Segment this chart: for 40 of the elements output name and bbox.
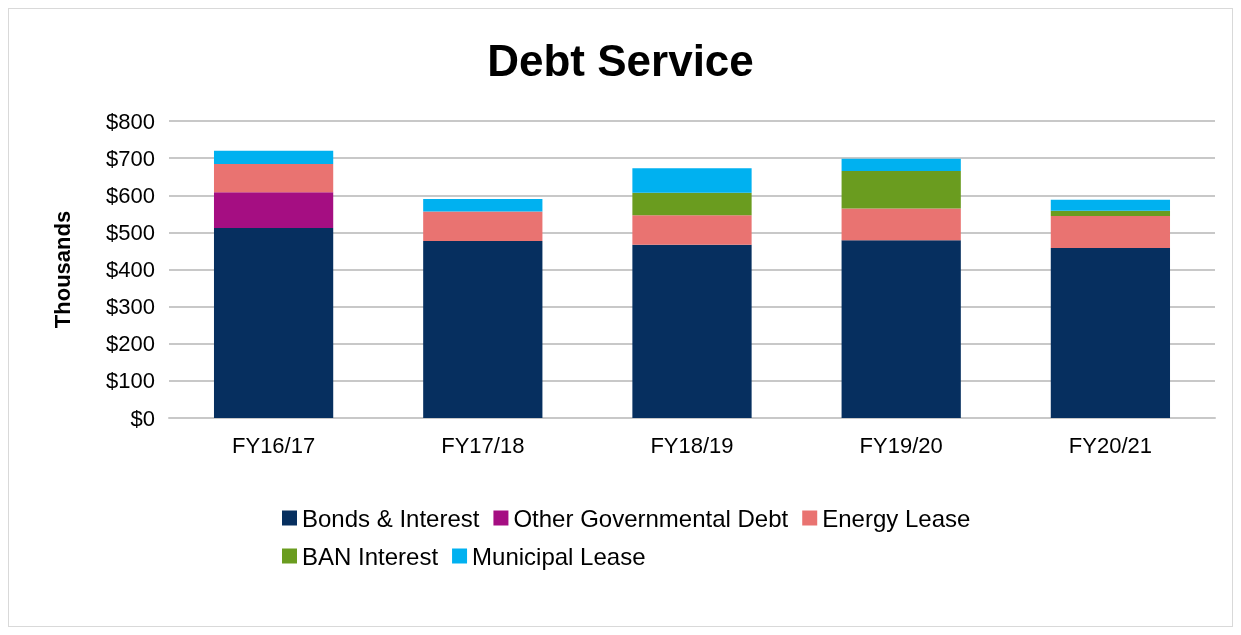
bar [1050, 247, 1171, 418]
y-tick-label: $300 [106, 294, 155, 320]
bar [1050, 210, 1171, 217]
bar [632, 168, 752, 193]
x-tick-label: FY19/20 [859, 432, 943, 458]
bar [841, 240, 961, 418]
legend-label: BAN Interest [302, 542, 439, 570]
legend-label: Energy Lease [822, 504, 971, 532]
bar [1050, 216, 1171, 248]
x-tick-label: FY18/19 [650, 432, 734, 458]
y-tick-label: $600 [106, 182, 155, 208]
bar [213, 164, 334, 193]
y-tick-label: $100 [106, 368, 155, 394]
bar [632, 215, 752, 245]
bar [423, 198, 543, 212]
bar [423, 211, 543, 241]
chart-title: Debt Service [487, 35, 754, 85]
y-tick-label: $0 [130, 405, 155, 431]
bar [1050, 199, 1171, 211]
y-tick-label: $700 [106, 145, 155, 171]
bar [632, 244, 752, 418]
y-tick-label: $400 [106, 257, 155, 282]
bar [213, 192, 334, 228]
legend-label: Bonds & Interest [302, 504, 480, 532]
bar [632, 192, 752, 216]
y-tick-label: $200 [106, 331, 155, 357]
legend-label: Other Governmental Debt [513, 504, 789, 532]
bar [423, 240, 543, 418]
bar [841, 208, 961, 241]
y-tick-label: $500 [106, 219, 155, 245]
x-tick-label: FY16/17 [232, 432, 316, 458]
y-tick-label: $800 [106, 108, 155, 134]
bar [841, 171, 961, 209]
x-tick-label: FY20/21 [1068, 432, 1152, 458]
legend-label: Municipal Lease [472, 542, 646, 570]
x-tick-label: FY17/18 [441, 432, 525, 458]
y-axis-title: Thousands [49, 210, 75, 329]
bar [213, 150, 334, 165]
bar [841, 158, 961, 172]
bar [213, 227, 334, 418]
